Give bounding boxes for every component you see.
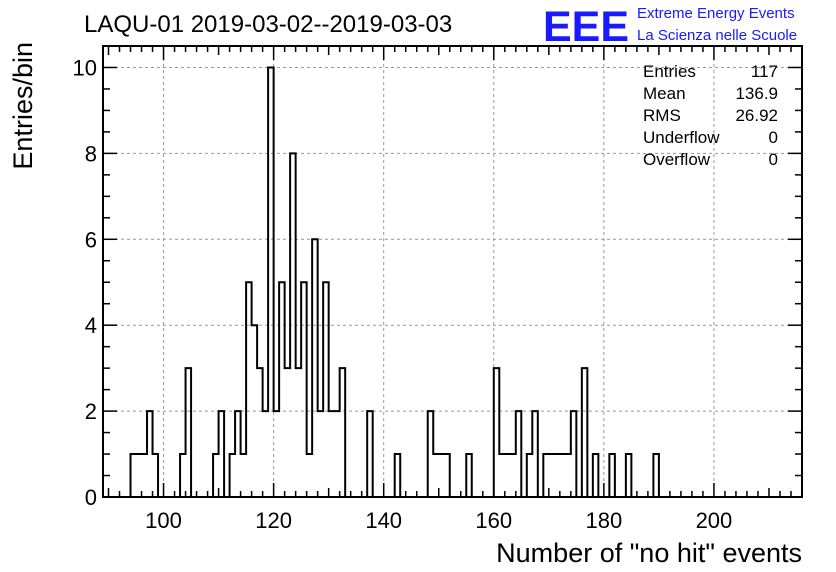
histogram-bin — [323, 282, 329, 497]
histogram-bin — [543, 454, 549, 497]
histogram-bin — [285, 368, 291, 497]
histogram-bin — [395, 454, 401, 497]
y-tick-label: 0 — [85, 485, 97, 510]
histogram-bin — [290, 153, 296, 497]
x-tick-label: 120 — [255, 508, 292, 533]
histogram-bin — [560, 454, 566, 497]
x-tick-label: 200 — [696, 508, 733, 533]
histogram-bin — [279, 282, 285, 497]
histogram-bin — [136, 454, 142, 497]
histogram-bin — [142, 454, 148, 497]
histogram-bin — [554, 454, 560, 497]
histogram-bin — [274, 411, 280, 497]
histogram-bin — [439, 454, 445, 497]
stats-label: Underflow — [643, 128, 720, 147]
stats-value: 117 — [751, 62, 778, 81]
stats-value: 26.92 — [735, 106, 778, 125]
histogram-bin — [516, 411, 522, 497]
chart-title: LAQU-01 2019-03-02--2019-03-03 — [84, 11, 452, 38]
stats-value: 0 — [769, 150, 778, 169]
histogram-bin — [186, 368, 192, 497]
histogram-bin — [505, 454, 511, 497]
histogram-bin — [329, 411, 335, 497]
stats-label: Mean — [643, 84, 686, 103]
histogram-bin — [565, 454, 571, 497]
bins-layer — [131, 67, 659, 497]
x-tick-label: 140 — [365, 508, 402, 533]
histogram-bin — [549, 454, 555, 497]
y-tick-label: 6 — [85, 227, 97, 252]
histogram-bin — [257, 368, 263, 497]
histogram-bin — [428, 411, 434, 497]
y-tick-label: 2 — [85, 399, 97, 424]
histogram-bin — [246, 282, 252, 497]
histogram-bin — [307, 454, 313, 497]
histogram-bin — [367, 411, 373, 497]
histogram-bin — [296, 368, 302, 497]
histogram-bin — [499, 454, 505, 497]
y-tick-label: 4 — [85, 313, 97, 338]
histogram-bin — [312, 239, 318, 497]
histogram-bin — [219, 411, 225, 497]
histogram-bin — [527, 454, 533, 497]
axis-ticks: 100 120 140 160 180 200 0 2 4 6 8 10 — [73, 45, 802, 533]
logo-line-2: La Scienza nelle Scuole — [637, 27, 797, 44]
logo-line-1: Extreme Energy Events — [637, 5, 795, 22]
x-tick-label: 100 — [145, 508, 182, 533]
y-axis-label: Entries/bin — [8, 42, 38, 170]
plot-frame — [102, 45, 803, 498]
histogram-bin — [433, 454, 439, 497]
x-tick-label: 180 — [585, 508, 622, 533]
stats-label: Overflow — [643, 150, 711, 169]
histogram-bin — [653, 454, 659, 497]
histogram-bin — [626, 454, 632, 497]
histogram-bin — [571, 411, 577, 497]
histogram-bin — [131, 454, 137, 497]
histogram-bin — [593, 454, 599, 497]
y-tick-label: 8 — [85, 141, 97, 166]
grid-layer — [103, 46, 802, 497]
stats-label: Entries — [643, 62, 696, 81]
y-tick-label: 10 — [73, 55, 97, 80]
histogram-bin — [494, 368, 500, 497]
histogram-bin — [268, 67, 274, 497]
x-axis-label: Number of "no hit" events — [496, 538, 802, 568]
histogram-bin — [340, 368, 346, 497]
histogram-bin — [252, 325, 258, 497]
histogram-bin — [147, 411, 153, 497]
histogram-bin — [180, 454, 186, 497]
stats-value: 136.9 — [735, 84, 778, 103]
histogram-bin — [230, 454, 236, 497]
histogram-bin — [213, 454, 219, 497]
histogram-bin — [444, 454, 450, 497]
x-tick-label: 160 — [475, 508, 512, 533]
stats-box: Entries 117 Mean 136.9 RMS 26.92 Underflow 0 Ove… — [643, 62, 778, 169]
histogram-bin — [609, 454, 615, 497]
histogram-bin — [153, 454, 159, 497]
eee-logo: EEE Extreme Energy Events La Scienza nel… — [543, 3, 797, 51]
histogram-bin — [532, 411, 538, 497]
histogram-bin — [334, 411, 340, 497]
logo-mark: EEE — [543, 3, 629, 51]
histogram-bin — [466, 454, 472, 497]
histogram-bin — [241, 454, 247, 497]
histogram-bin — [235, 411, 241, 497]
histogram-bin — [263, 411, 269, 497]
stats-value: 0 — [769, 128, 778, 147]
histogram-bin — [510, 454, 516, 497]
histogram-bin — [582, 368, 588, 497]
stats-label: RMS — [643, 106, 681, 125]
histogram-bin — [318, 411, 324, 497]
histogram-bin — [301, 282, 307, 497]
